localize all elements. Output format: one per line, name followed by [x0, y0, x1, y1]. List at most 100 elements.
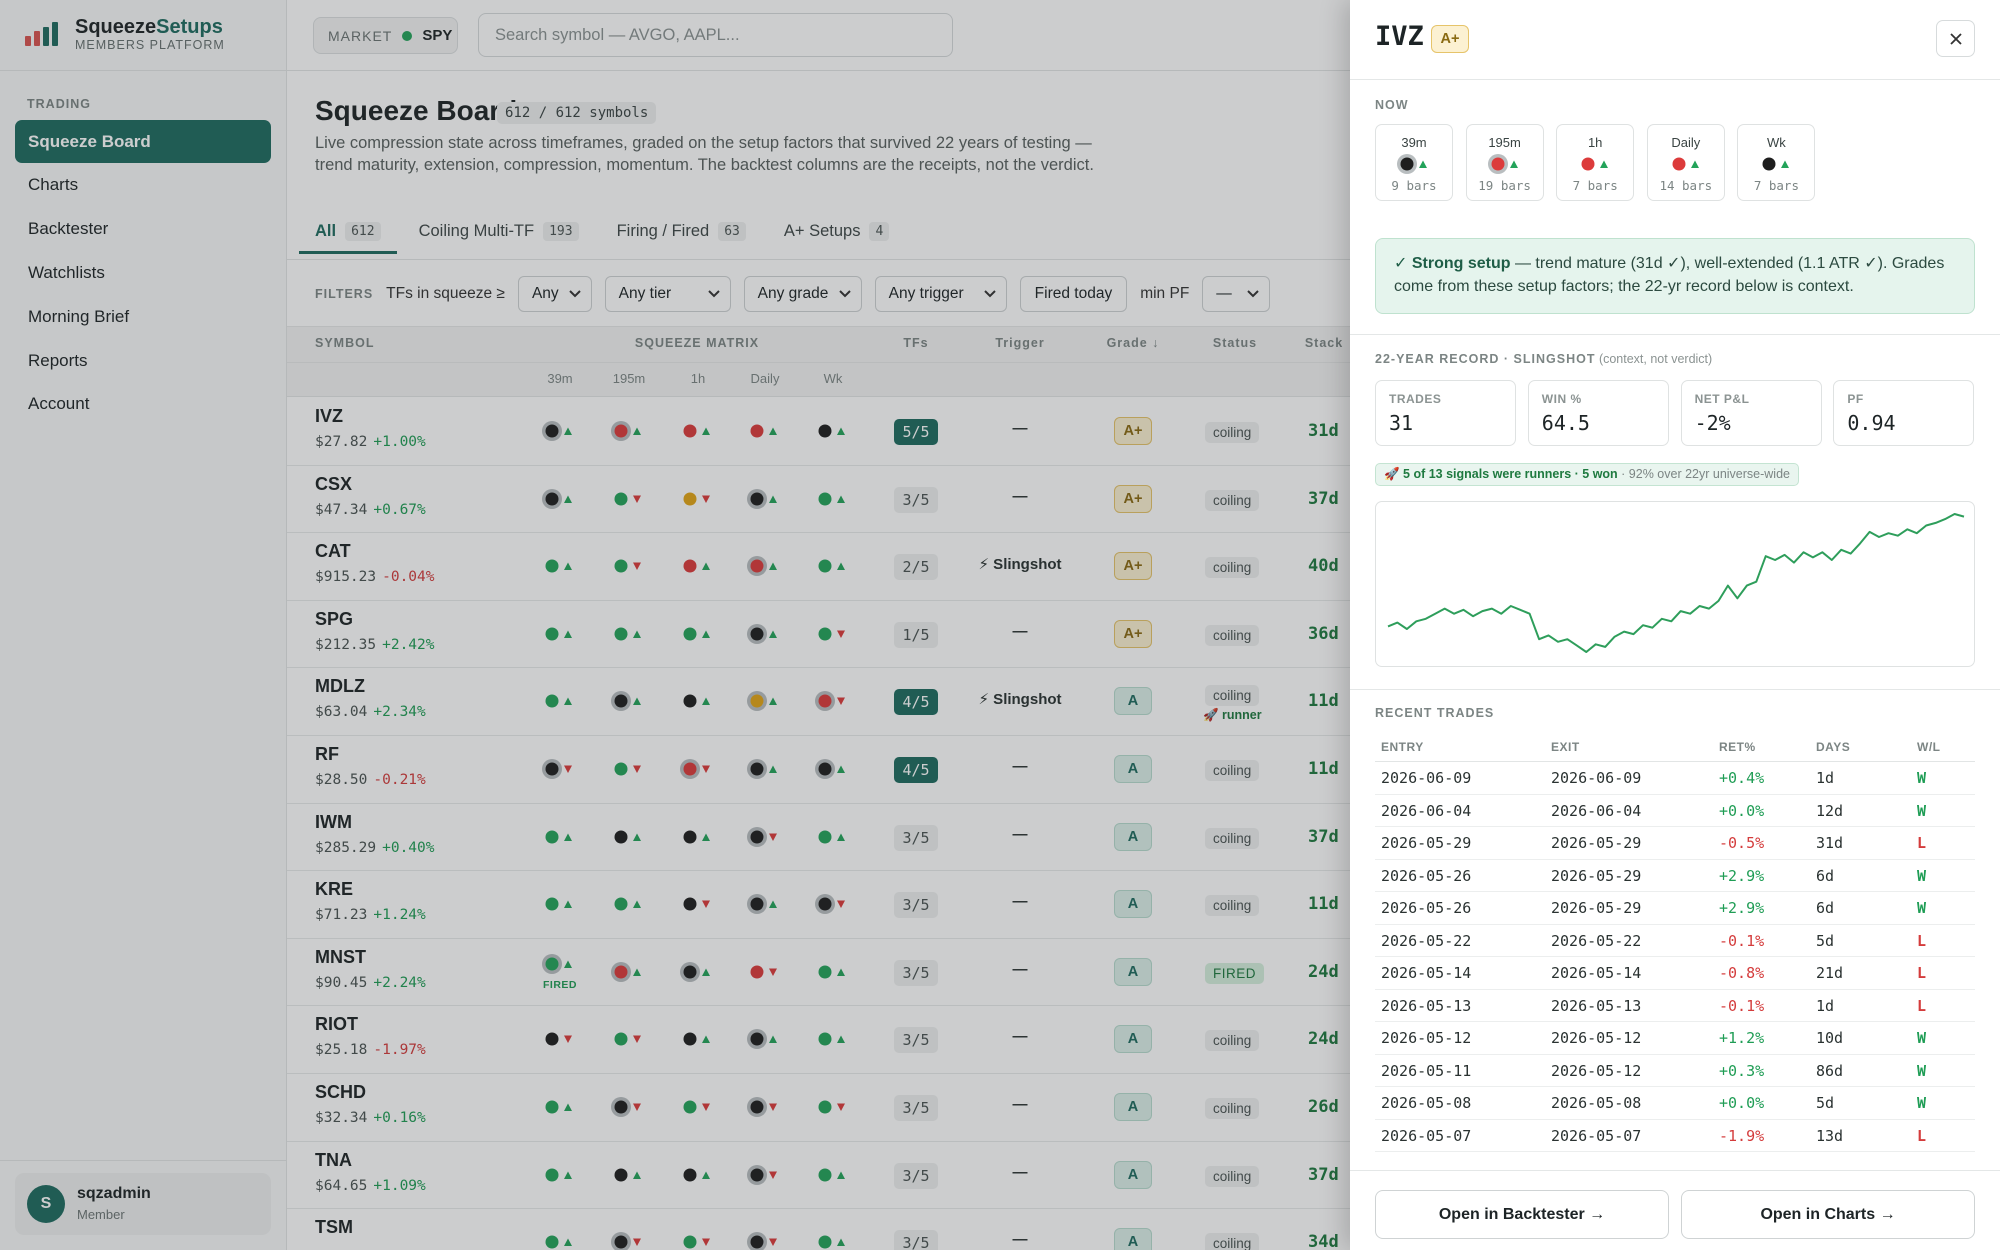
dot [545, 957, 559, 971]
trend-arrow [702, 1103, 710, 1111]
action-button[interactable]: Open in Charts → [1681, 1190, 1975, 1239]
divider [1350, 1170, 2000, 1171]
nav-item[interactable]: Charts [15, 164, 271, 207]
trend-arrow [769, 900, 777, 909]
grade-badge: A [1114, 890, 1152, 919]
market-label: MARKET [328, 27, 393, 44]
tab[interactable]: All 612 [299, 222, 397, 254]
nav-item[interactable]: Watchlists [15, 251, 271, 294]
chevron [568, 290, 581, 298]
nav-item[interactable]: Squeeze Board [15, 120, 271, 163]
select[interactable]: — [1202, 276, 1271, 312]
state-dot [611, 421, 641, 441]
row-price: $71.23 +1.24% [315, 907, 426, 923]
card-timeframe: 1h [1587, 135, 1603, 150]
table-row[interactable]: MNST $90.45 +2.24% FIRED 3/5 — A FIRED 24d [287, 939, 1350, 1007]
trend-arrow [769, 833, 777, 841]
state-dot [818, 1100, 845, 1114]
trend-arrow [702, 427, 710, 435]
stat-value: 0.94 [1847, 411, 1896, 435]
dot [683, 627, 697, 641]
filters: FILTERS TFs in squeeze ≥ Any Any tier Any gr… [315, 276, 1271, 312]
action-button[interactable]: Open in Backtester → [1375, 1190, 1669, 1239]
trade-cell: +2.9% [1719, 899, 1765, 917]
state-dot [614, 897, 641, 911]
state-dot [614, 762, 641, 776]
user-name: sqzadmin [77, 1185, 151, 1202]
state-dot [545, 897, 572, 911]
stat-value: 64.5 [1541, 411, 1590, 435]
timeframe-header: 39m [547, 371, 573, 386]
change: -0.21% [373, 772, 426, 788]
select[interactable]: Any trigger [874, 276, 1007, 312]
trend-arrow [837, 765, 845, 773]
trend-arrow [837, 562, 845, 571]
stack: 40d [1308, 556, 1339, 577]
trade-row: 2026-05-14 2026-05-14 -0.8% 21d L [1375, 957, 1975, 990]
row-price: $25.18 -1.97% [315, 1042, 426, 1058]
tab[interactable]: Firing / Fired 63 [601, 222, 762, 254]
trend-arrow [837, 1238, 845, 1247]
fired-button[interactable]: Fired today [1019, 276, 1128, 312]
nav-label: Squeeze Board [28, 131, 151, 151]
table-row[interactable]: SPG $212.35 +2.42% 1/5 — A+ coiling 36d [287, 601, 1350, 669]
tfs-pill: 3/5 [894, 1095, 938, 1121]
nav-item[interactable]: Backtester [15, 208, 271, 251]
detail-drawer: IVZ A+ NOW 39m 9 bars 195m 19 bars 1h 7 bars Dail… [1350, 0, 2000, 1250]
row-symbol: KRE [315, 879, 354, 900]
dot [683, 1032, 697, 1046]
trade-cell: 5d [1816, 1094, 1835, 1112]
stack: 31d [1308, 421, 1339, 441]
trade-cell: 31d [1816, 834, 1844, 852]
select[interactable]: Any [517, 276, 592, 312]
trend-arrow [564, 495, 572, 503]
tab[interactable]: A+ Setups 4 [768, 222, 905, 254]
callout-strong: ✓ Strong setup [1394, 255, 1511, 272]
modal-backdrop[interactable] [0, 0, 1350, 1250]
select[interactable]: Any tier [604, 276, 731, 312]
tfs-pill: 3/5 [894, 1027, 938, 1054]
nav-item[interactable]: Reports [15, 339, 271, 382]
trend-arrow [837, 900, 845, 909]
nav-item[interactable]: Morning Brief [15, 295, 271, 338]
card-bars: 7 bars [1572, 178, 1618, 193]
trade-cell: 2026-05-14 [1551, 964, 1642, 982]
column-header: Stack [1304, 336, 1344, 350]
close-button[interactable] [1936, 20, 1975, 57]
select[interactable]: Any grade [743, 276, 862, 312]
nav-item[interactable]: Account [15, 383, 271, 426]
trend-arrow [633, 1035, 641, 1044]
trend-arrow [769, 562, 777, 571]
dot [818, 897, 832, 911]
table-row[interactable]: CSX $47.34 +0.67% 3/5 — A+ coiling 37d [287, 466, 1350, 534]
trend-arrow [633, 697, 641, 706]
chevron [838, 290, 851, 298]
grade-badge: A+ [1114, 619, 1152, 648]
table-row[interactable]: CAT $915.23 -0.04% 2/5 ⚡ Slingshot A+ coiling 4… [287, 533, 1350, 601]
trade-cell: 2026-05-11 [1381, 1061, 1472, 1080]
state-dot [815, 894, 845, 915]
filter-label: min PF [1140, 285, 1190, 302]
dot [683, 897, 697, 911]
tab[interactable]: Coiling Multi-TF 193 [403, 222, 595, 254]
table-row[interactable]: IVZ $27.82 +1.00% 5/5 — A+ coiling 31d [287, 398, 1350, 466]
trend-arrow [633, 495, 641, 503]
trade-cell: +0.0% [1719, 801, 1765, 820]
state-dot [614, 830, 641, 844]
trade-cell: 2026-05-08 [1551, 1094, 1642, 1112]
price: $915.23 [315, 569, 377, 586]
search-input[interactable]: Search symbol — AVGO, AAPL... [478, 13, 953, 57]
state-dot [818, 424, 845, 438]
stack: 11d [1308, 759, 1339, 779]
state-dot [747, 826, 777, 847]
trigger: — [1012, 487, 1028, 505]
